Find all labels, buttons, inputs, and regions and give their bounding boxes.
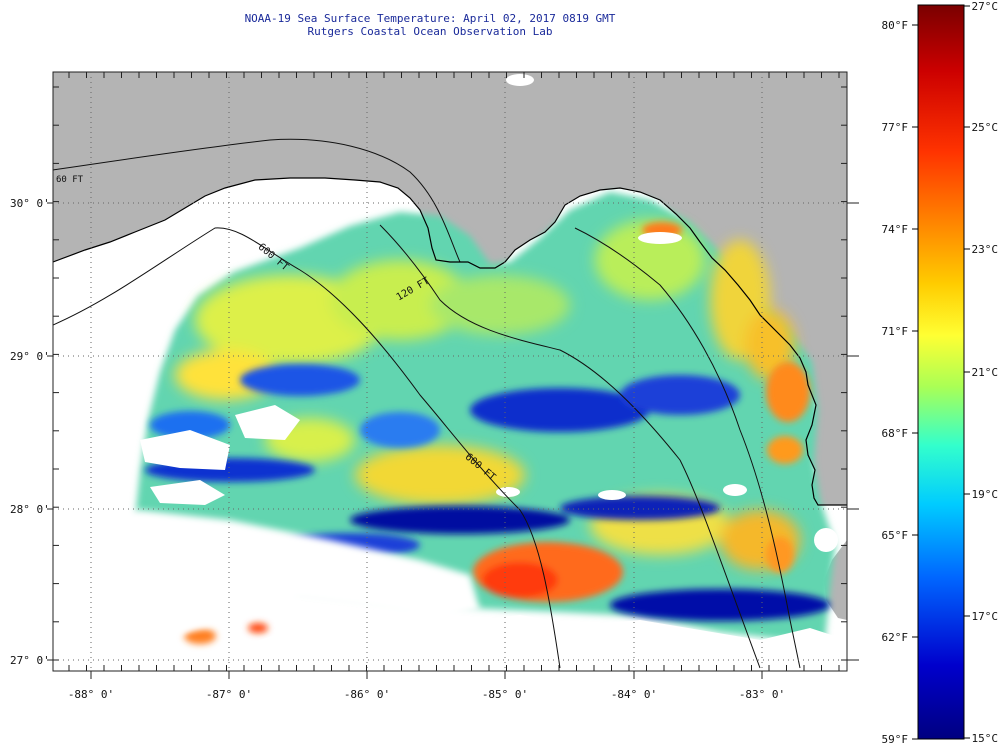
lon-label-86: -86° 0' [343, 688, 391, 701]
colorbar-c-27: 27°C [971, 0, 999, 13]
colorbar-c-23: 23°C [971, 243, 999, 256]
colorbar-ticks [912, 5, 970, 740]
colorbar-f-65: 65°F [881, 529, 909, 542]
land-southeast [824, 540, 847, 620]
lon-label-83: -83° 0' [738, 688, 786, 701]
colorbar-f-74: 74°F [881, 223, 909, 236]
land-area [53, 72, 847, 505]
contour-label-60ft: 60 FT [56, 175, 84, 185]
colorbar-c-15: 15°C [971, 732, 999, 745]
colorbar-c-21: 21°C [971, 366, 999, 379]
colorbar-c-25: 25°C [971, 121, 999, 134]
colorbar-f-80: 80°F [881, 19, 909, 32]
lat-label-29: 29° 0' [10, 350, 50, 363]
colorbar-f-68: 68°F [881, 427, 909, 440]
colorbar [917, 4, 965, 740]
colorbar-c-19: 19°C [971, 488, 999, 501]
map-title: NOAA-19 Sea Surface Temperature: April 0… [244, 12, 616, 25]
sst-warm-band [175, 220, 800, 570]
colorbar-c-17: 17°C [971, 610, 999, 623]
depth-contours [53, 138, 801, 669]
lat-label-27: 27° 0' [10, 654, 50, 667]
lon-label-85: -85° 0' [481, 688, 529, 701]
lat-label-28: 28° 0' [10, 503, 50, 516]
colorbar-f-71: 71°F [881, 325, 909, 338]
colorbar-f-77: 77°F [881, 121, 909, 134]
no-data-patches [53, 74, 847, 668]
frame-ticks [47, 72, 859, 679]
lon-label-88: -88° 0' [67, 688, 115, 701]
colorbar-f-59: 59°F [881, 733, 909, 746]
lon-label-84: -84° 0' [610, 688, 658, 701]
lon-label-87: -87° 0' [205, 688, 253, 701]
map-subtitle: Rutgers Coastal Ocean Observation Lab [307, 25, 553, 38]
coastline [53, 177, 847, 506]
map-frame [52, 71, 848, 672]
colorbar-f-62: 62°F [881, 631, 909, 644]
lat-label-30: 30° 0' [10, 197, 50, 210]
